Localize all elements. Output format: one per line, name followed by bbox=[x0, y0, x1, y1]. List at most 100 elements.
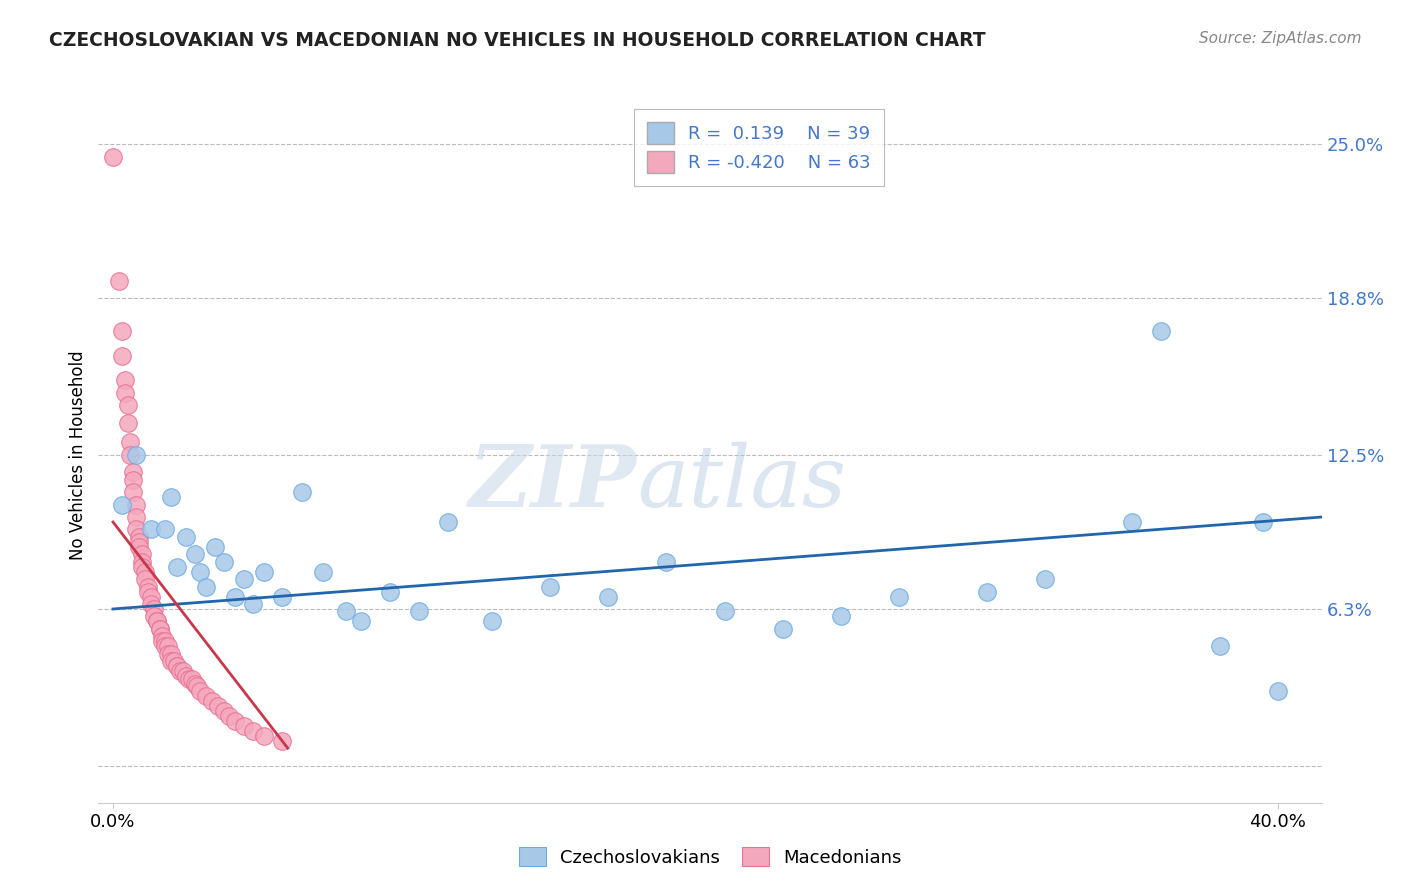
Point bbox=[481, 615, 503, 629]
Point bbox=[117, 398, 139, 412]
Point bbox=[976, 584, 998, 599]
Point bbox=[125, 498, 148, 512]
Point bbox=[160, 654, 183, 668]
Point bbox=[166, 659, 188, 673]
Point bbox=[1253, 515, 1275, 529]
Point bbox=[169, 664, 191, 678]
Point bbox=[772, 622, 794, 636]
Text: ZIP: ZIP bbox=[468, 441, 637, 524]
Point bbox=[111, 349, 134, 363]
Point bbox=[128, 534, 150, 549]
Point bbox=[242, 723, 264, 738]
Point bbox=[117, 416, 139, 430]
Point bbox=[101, 150, 124, 164]
Point bbox=[111, 498, 134, 512]
Point bbox=[134, 572, 156, 586]
Point bbox=[163, 654, 186, 668]
Point bbox=[152, 634, 174, 648]
Point bbox=[242, 597, 264, 611]
Point bbox=[183, 547, 205, 561]
Point bbox=[149, 622, 172, 636]
Point bbox=[128, 540, 150, 554]
Point bbox=[125, 448, 148, 462]
Point bbox=[152, 629, 174, 643]
Point bbox=[136, 580, 159, 594]
Point bbox=[166, 559, 188, 574]
Text: CZECHOSLOVAKIAN VS MACEDONIAN NO VEHICLES IN HOUSEHOLD CORRELATION CHART: CZECHOSLOVAKIAN VS MACEDONIAN NO VEHICLE… bbox=[49, 31, 986, 50]
Point bbox=[188, 565, 212, 579]
Point bbox=[157, 647, 180, 661]
Point bbox=[145, 615, 167, 629]
Point bbox=[1150, 324, 1173, 338]
Point bbox=[233, 719, 256, 733]
Point bbox=[183, 676, 205, 690]
Point bbox=[349, 615, 371, 629]
Text: Source: ZipAtlas.com: Source: ZipAtlas.com bbox=[1198, 31, 1361, 46]
Point bbox=[134, 565, 156, 579]
Point bbox=[136, 584, 159, 599]
Point bbox=[1033, 572, 1056, 586]
Point bbox=[139, 590, 162, 604]
Point bbox=[233, 572, 256, 586]
Point bbox=[311, 565, 335, 579]
Point bbox=[201, 694, 224, 708]
Point bbox=[142, 609, 165, 624]
Point bbox=[139, 597, 162, 611]
Point bbox=[160, 490, 183, 504]
Point bbox=[437, 515, 460, 529]
Point bbox=[207, 698, 229, 713]
Point bbox=[131, 559, 153, 574]
Point bbox=[157, 639, 180, 653]
Point bbox=[195, 580, 218, 594]
Point bbox=[155, 634, 177, 648]
Y-axis label: No Vehicles in Household: No Vehicles in Household bbox=[69, 350, 87, 560]
Point bbox=[172, 664, 194, 678]
Legend: Czechoslovakians, Macedonians: Czechoslovakians, Macedonians bbox=[512, 840, 908, 874]
Point bbox=[195, 689, 218, 703]
Point bbox=[142, 602, 165, 616]
Point bbox=[713, 605, 735, 619]
Point bbox=[180, 672, 202, 686]
Point bbox=[160, 647, 183, 661]
Point bbox=[378, 584, 401, 599]
Point bbox=[270, 733, 294, 747]
Point bbox=[204, 540, 226, 554]
Point bbox=[111, 324, 134, 338]
Point bbox=[128, 530, 150, 544]
Point bbox=[188, 684, 212, 698]
Point bbox=[212, 555, 235, 569]
Point bbox=[291, 485, 314, 500]
Point bbox=[253, 729, 276, 743]
Point bbox=[655, 555, 678, 569]
Point bbox=[270, 590, 294, 604]
Point bbox=[145, 615, 167, 629]
Point bbox=[177, 672, 200, 686]
Point bbox=[114, 373, 136, 387]
Point bbox=[155, 523, 177, 537]
Point bbox=[108, 274, 131, 288]
Point bbox=[166, 659, 188, 673]
Point bbox=[149, 622, 172, 636]
Point bbox=[186, 679, 208, 693]
Point bbox=[122, 485, 145, 500]
Text: atlas: atlas bbox=[637, 442, 846, 524]
Point bbox=[174, 530, 197, 544]
Point bbox=[131, 547, 153, 561]
Point bbox=[538, 580, 561, 594]
Point bbox=[122, 473, 145, 487]
Point bbox=[830, 609, 852, 624]
Point bbox=[224, 590, 246, 604]
Point bbox=[155, 639, 177, 653]
Point bbox=[120, 435, 142, 450]
Point bbox=[1208, 639, 1232, 653]
Point bbox=[253, 565, 276, 579]
Point bbox=[224, 714, 246, 728]
Point bbox=[408, 605, 430, 619]
Point bbox=[122, 466, 145, 480]
Point bbox=[212, 704, 235, 718]
Point bbox=[131, 555, 153, 569]
Point bbox=[1121, 515, 1143, 529]
Point bbox=[335, 605, 357, 619]
Point bbox=[120, 448, 142, 462]
Point bbox=[1267, 684, 1289, 698]
